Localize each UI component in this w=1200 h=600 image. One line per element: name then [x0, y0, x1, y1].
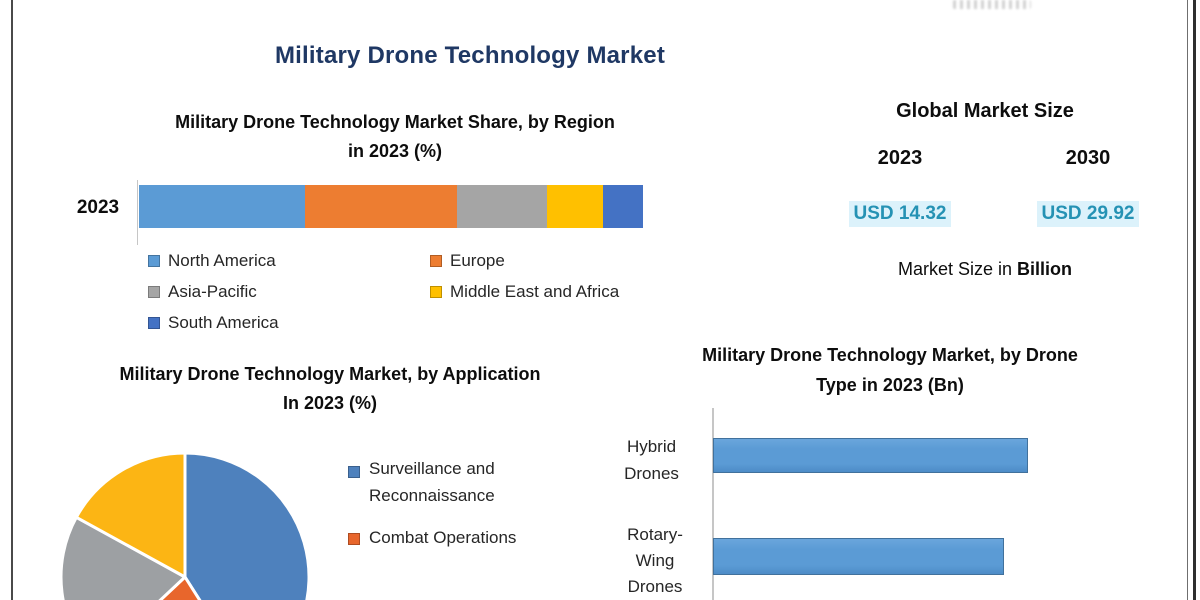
region-bar-segment — [305, 185, 457, 228]
page-title: Military Drone Technology Market — [274, 42, 666, 69]
region-bar-segment — [139, 185, 306, 228]
watermark-remnant — [953, 0, 1031, 9]
pie-legend-label-combat: Combat Operations — [369, 528, 517, 547]
legend-label-asia-pacific: Asia-Pacific — [168, 282, 257, 301]
market-size-caption-prefix: Market Size in — [897, 259, 1018, 279]
application-pie-chart — [59, 451, 311, 600]
legend-item-south-america: South America — [148, 313, 279, 333]
legend-item-europe: Europe — [430, 251, 505, 271]
legend-label-south-america: South America — [168, 313, 279, 332]
legend-marker-south-america — [148, 317, 160, 329]
legend-item-asia-pacific: Asia-Pacific — [148, 282, 257, 302]
region-axis-label-2023: 2023 — [76, 197, 120, 218]
region-stacked-bar — [139, 185, 643, 228]
region-bar-segment — [547, 185, 603, 228]
region-axis-line — [137, 180, 138, 245]
market-size-value-2030: USD 29.92 — [1028, 201, 1148, 227]
drone-type-label-hybrid: Hybrid Drones — [624, 437, 679, 483]
legend-label-middle-east-africa: Middle East and Africa — [450, 282, 620, 301]
frame-border-left — [11, 0, 13, 600]
pie-slice — [59, 515, 187, 600]
frame-border-right-outer — [1193, 0, 1196, 600]
legend-marker-middle-east-africa — [430, 286, 442, 298]
pie-slice — [183, 451, 311, 600]
legend-marker-europe — [430, 255, 442, 267]
drone-type-chart-title: Military Drone Technology Market, by Dro… — [702, 345, 1078, 395]
application-chart-title: Military Drone Technology Market, by App… — [119, 364, 541, 413]
pie-slice — [74, 451, 187, 579]
market-size-caption: Market Size in Billion — [830, 259, 1140, 280]
region-bar-segment — [456, 185, 548, 228]
drone-type-bar-hybrid — [713, 438, 1028, 473]
market-size-value-2023: USD 14.32 — [840, 201, 960, 227]
region-bar-segment — [602, 185, 643, 228]
legend-label-north-america: North America — [168, 251, 276, 270]
pie-legend-marker-combat — [348, 533, 360, 545]
usd-value-2030: USD 29.92 — [1036, 201, 1140, 227]
usd-value-2023: USD 14.32 — [848, 201, 952, 227]
legend-marker-asia-pacific — [148, 286, 160, 298]
legend-label-europe: Europe — [450, 251, 505, 270]
legend-item-middle-east-africa: Middle East and Africa — [430, 282, 619, 302]
pie-legend-label-surveillance: Surveillance and Reconnaissance — [369, 459, 495, 505]
drone-type-axis-line — [712, 408, 714, 600]
region-chart-title: Military Drone Technology Market Share, … — [175, 112, 615, 161]
frame-border-right-inner — [1187, 0, 1188, 600]
drone-type-bar-rotary-wing — [713, 538, 1004, 575]
market-size-caption-unit: Billion — [1017, 259, 1073, 279]
pie-slice — [158, 575, 202, 600]
legend-marker-north-america — [148, 255, 160, 267]
market-size-year-2030: 2030 — [1065, 147, 1111, 169]
drone-type-label-rotary-wing: Rotary-Wing Drones — [627, 525, 683, 596]
legend-item-north-america: North America — [148, 251, 276, 271]
pie-legend-marker-surveillance — [348, 466, 360, 478]
market-size-title: Global Market Size — [896, 100, 1074, 122]
market-size-year-2023: 2023 — [877, 147, 923, 169]
